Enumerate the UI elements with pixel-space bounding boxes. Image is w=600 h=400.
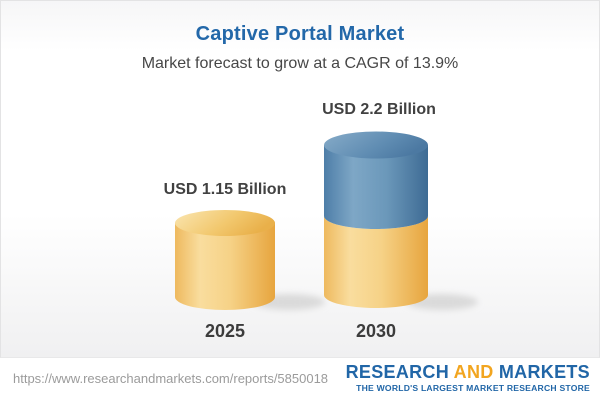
research-and-markets-logo: RESEARCH AND MARKETS THE WORLD'S LARGEST… xyxy=(346,362,590,393)
logo-word-research: RESEARCH xyxy=(345,362,450,382)
footer: https://www.researchandmarkets.com/repor… xyxy=(0,358,600,400)
value-label-2025: USD 1.15 Billion xyxy=(164,181,287,198)
chart-title: Captive Portal Market xyxy=(195,23,405,45)
cylinder-2030 xyxy=(324,131,428,308)
category-label-2025: 2025 xyxy=(205,321,245,341)
chart-subtitle: Market forecast to grow at a CAGR of 13.… xyxy=(141,55,459,72)
cylinder-2025 xyxy=(175,210,275,310)
chart-card: Captive Portal Market Market forecast to… xyxy=(0,0,600,358)
logo-wordmark: RESEARCH AND MARKETS xyxy=(346,362,590,382)
category-label-2030: 2030 xyxy=(356,321,396,341)
cylinder-bar-chart: USD 1.15 Billion USD 2.2 Billion 2025 20… xyxy=(164,101,478,341)
cylinder-2030-base-segment xyxy=(324,216,428,308)
logo-word-markets: MARKETS xyxy=(498,362,590,382)
logo-tagline: THE WORLD'S LARGEST MARKET RESEARCH STOR… xyxy=(356,383,590,393)
report-url-link[interactable]: https://www.researchandmarkets.com/repor… xyxy=(13,371,329,386)
value-label-2030: USD 2.2 Billion xyxy=(322,101,436,118)
logo-word-and: AND xyxy=(453,362,494,382)
cylinder-2030-growth-segment xyxy=(324,145,428,229)
